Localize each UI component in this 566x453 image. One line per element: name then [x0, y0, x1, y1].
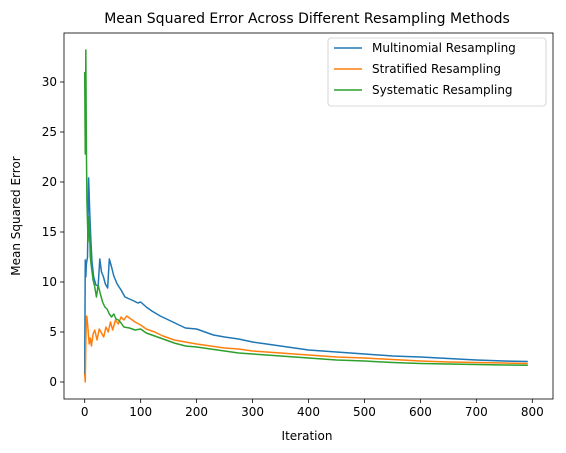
y-tick-label: 10 — [42, 275, 57, 289]
y-tick-label: 30 — [42, 75, 57, 89]
x-tick-label: 300 — [241, 405, 264, 419]
series-line-2 — [83, 315, 528, 383]
x-tick-label: 800 — [521, 405, 544, 419]
y-tick-label: 15 — [42, 225, 57, 239]
y-axis-label: Mean Squared Error — [9, 156, 23, 276]
legend-box — [327, 37, 547, 107]
plot-lines — [83, 49, 528, 383]
legend-label-2: Stratified Resampling — [372, 62, 501, 76]
x-tick-label: 700 — [465, 405, 488, 419]
y-tick-label: 5 — [49, 325, 57, 339]
legend-label-3: Systematic Resampling — [372, 83, 513, 97]
legend: Multinomial Resampling Stratified Resampl… — [327, 37, 547, 107]
x-tick-label: 100 — [129, 405, 152, 419]
x-axis-label: Iteration — [282, 429, 333, 443]
x-tick-label: 0 — [81, 405, 89, 419]
series-line-1 — [83, 177, 528, 375]
chart-title: Mean Squared Error Across Different Resa… — [104, 11, 510, 27]
x-tick-label: 200 — [185, 405, 208, 419]
y-tick-label: 20 — [42, 175, 57, 189]
x-axis: 0 100 200 300 400 500 600 700 800 — [81, 399, 544, 419]
x-tick-label: 400 — [297, 405, 320, 419]
y-tick-label: 25 — [42, 125, 57, 139]
x-tick-label: 500 — [353, 405, 376, 419]
legend-label-1: Multinomial Resampling — [372, 41, 516, 55]
y-tick-label: 0 — [49, 375, 57, 389]
x-tick-label: 600 — [409, 405, 432, 419]
y-axis: 0 5 10 15 20 25 30 — [42, 75, 64, 389]
series-line-3 — [83, 49, 528, 366]
